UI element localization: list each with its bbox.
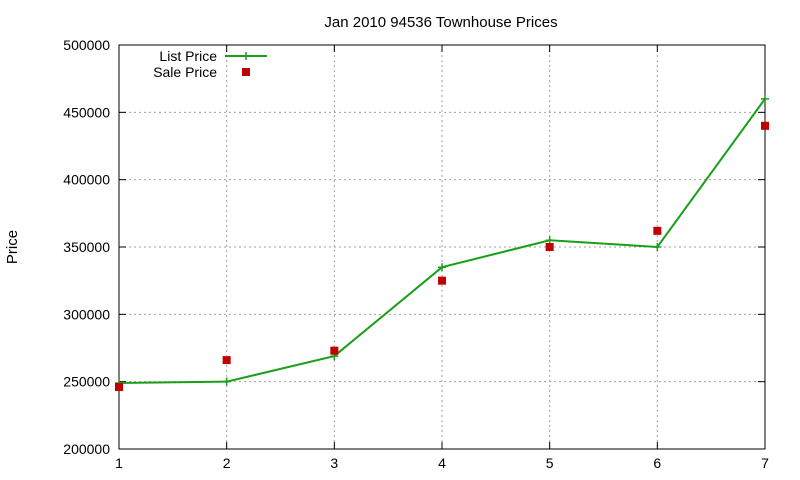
chart-title: Jan 2010 94536 Townhouse Prices xyxy=(324,14,557,31)
sale-price-point xyxy=(545,243,554,251)
y-tick-label: 450000 xyxy=(63,104,110,120)
legend-marker-sale-price xyxy=(242,68,250,76)
list-price-point xyxy=(438,263,446,272)
list-price-point xyxy=(545,236,554,245)
x-tick-label: 3 xyxy=(330,455,338,471)
axis-ticks: 200000 250000 300000 350000 400000 450000 5000… xyxy=(63,37,769,471)
series-layer xyxy=(115,94,769,392)
legend-label-sale-price: Sale Price xyxy=(153,64,217,80)
x-tick-label: 6 xyxy=(653,455,661,471)
list-price-point xyxy=(222,377,231,386)
y-tick-label: 400000 xyxy=(63,172,110,188)
y-tick-label: 250000 xyxy=(63,374,110,390)
sale-price-point xyxy=(115,383,123,392)
sale-price-point xyxy=(222,356,231,365)
y-tick-label: 500000 xyxy=(63,37,110,53)
x-tick-label: 5 xyxy=(546,455,554,471)
y-tick-label: 300000 xyxy=(63,306,110,322)
legend-marker-list-price xyxy=(242,52,250,60)
sale-price-point xyxy=(438,276,446,285)
y-tick-label: 200000 xyxy=(63,441,110,457)
x-tick-label: 4 xyxy=(438,455,446,471)
x-tick-label: 2 xyxy=(223,455,231,471)
grid xyxy=(119,45,765,449)
sale-price-point xyxy=(761,121,769,130)
y-axis-label: Price xyxy=(4,230,21,264)
y-tick-label: 350000 xyxy=(63,239,110,255)
list-price-point xyxy=(653,243,662,251)
sale-price-point xyxy=(330,346,339,355)
x-tick-label: 7 xyxy=(761,455,769,471)
sale-price-point xyxy=(653,226,662,235)
list-price-point xyxy=(761,94,769,103)
x-tick-label: 1 xyxy=(115,455,123,471)
legend-label-list-price: List Price xyxy=(159,48,217,64)
